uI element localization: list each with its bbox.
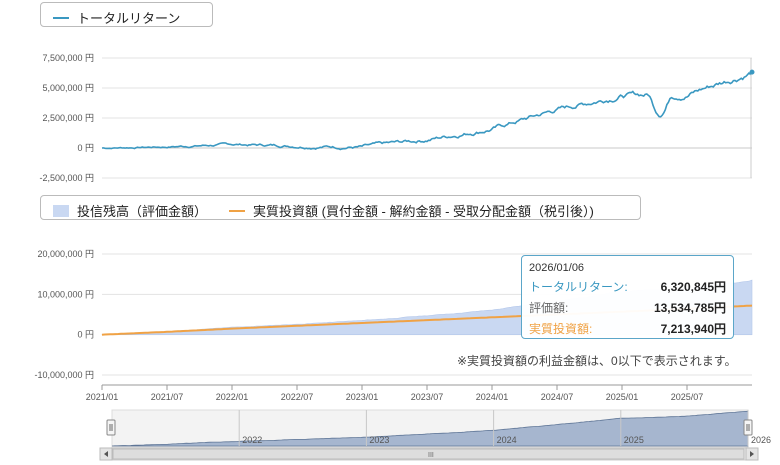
tooltip-label: 実質投資額:: [529, 322, 593, 336]
return-chart-grid: [102, 57, 752, 179]
note-text: ※実質投資額の利益金額は、0以下で表示されます。: [457, 354, 737, 368]
legend-item-total-return[interactable]: トータルリターン: [53, 8, 180, 27]
navigator-tick-label: 2023: [369, 435, 389, 445]
y-tick-label: -10,000,000 円: [34, 370, 94, 380]
legend-label: 投信残高（評価金額）: [77, 204, 208, 219]
return-legend: トータルリターン: [40, 2, 213, 27]
total-return-line: [101, 71, 753, 151]
tooltip-row-return: トータルリターン: 6,320,845円: [529, 278, 726, 295]
scrollbar-grip: III: [428, 452, 434, 459]
balance-legend: 投信残高（評価金額） 実質投資額 (買付金額 - 解約金額 - 受取分配金額（税…: [40, 195, 641, 220]
navigator-tick-label: 2025: [624, 435, 644, 445]
x-tick-label: 2021/07: [151, 392, 184, 402]
x-tick-label: 2022/01: [216, 392, 249, 402]
x-tick-label: 2024/07: [541, 392, 574, 402]
y-tick-label: 7,500,000 円: [42, 53, 94, 63]
x-tick-label: 2023/01: [346, 392, 379, 402]
scrollbar[interactable]: III: [99, 447, 759, 461]
legend-item-balance[interactable]: 投信残高（評価金額）: [53, 201, 207, 220]
navigator-tick-label: 2026: [751, 435, 771, 445]
navigator[interactable]: 2022 2023 2024 2025 2026: [106, 409, 771, 448]
balance-area-swatch: [53, 204, 69, 217]
y-tick-label: -2,500,000 円: [39, 173, 94, 183]
return-hover-point: [749, 69, 755, 75]
navigator-left-handle[interactable]: [106, 419, 116, 436]
x-tick-label: 2025/01: [606, 392, 639, 402]
y-tick-label: 10,000,000 円: [37, 289, 94, 299]
return-line-swatch: [53, 16, 69, 19]
arrow-left-icon: [104, 451, 108, 457]
x-tick-label: 2025/07: [671, 392, 704, 402]
navigator-area: [111, 410, 749, 447]
invested-line-swatch: [229, 209, 245, 212]
navigator-x-axis: 2022 2023 2024 2025 2026: [238, 410, 771, 446]
tooltip-row-valuation: 評価額: 13,534,785円: [529, 299, 726, 316]
y-tick-label: 2,500,000 円: [42, 113, 94, 123]
y-tick-label: 20,000,000 円: [37, 249, 94, 259]
x-tick-label: 2024/01: [476, 392, 509, 402]
navigator-tick-label: 2024: [497, 435, 517, 445]
y-tick-label: 5,000,000 円: [42, 83, 94, 93]
tooltip-value: 6,320,845円: [660, 280, 726, 294]
x-tick-label: 2023/07: [411, 392, 444, 402]
balance-chart-x-axis: 2021/01 2021/07 2022/01 2022/07 2023/01 2023/…: [86, 385, 704, 402]
return-chart-y-axis: 7,500,000 円 5,000,000 円 2,500,000 円 0 円 -2,5…: [39, 53, 94, 183]
legend-label: トータルリターン: [77, 11, 181, 26]
tooltip: 2026/01/06 トータルリターン: 6,320,845円 評価額: 13,…: [521, 255, 734, 339]
tooltip-label: トータルリターン:: [529, 280, 628, 294]
tooltip-date: 2026/01/06: [529, 262, 585, 274]
y-tick-label: 0 円: [77, 330, 94, 340]
tooltip-label: 評価額:: [529, 301, 569, 315]
navigator-right-handle[interactable]: [743, 419, 753, 436]
scrollbar-thumb[interactable]: [112, 448, 745, 460]
arrow-right-icon: [750, 451, 754, 457]
balance-chart-y-axis: 20,000,000 円 10,000,000 円 0 円 -10,000,000 円: [34, 249, 94, 380]
x-tick-label: 2021/01: [86, 392, 119, 402]
x-tick-label: 2022/07: [281, 392, 314, 402]
navigator-tick-label: 2022: [242, 435, 262, 445]
tooltip-value: 7,213,940円: [660, 322, 726, 336]
tooltip-value: 13,534,785円: [653, 301, 726, 315]
tooltip-row-invested: 実質投資額: 7,213,940円: [529, 320, 726, 337]
legend-item-invested[interactable]: 実質投資額 (買付金額 - 解約金額 - 受取分配金額（税引後）): [229, 201, 594, 220]
y-tick-label: 0 円: [77, 143, 94, 153]
legend-label: 実質投資額 (買付金額 - 解約金額 - 受取分配金額（税引後）): [253, 204, 594, 219]
